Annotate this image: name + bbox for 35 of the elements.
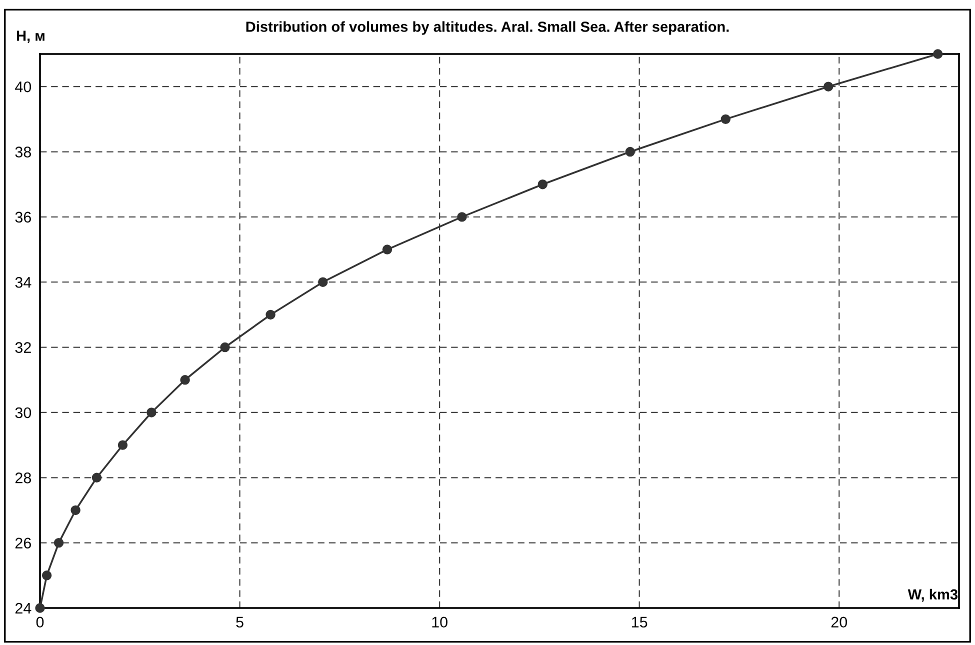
y-tick-label: 30 <box>15 407 32 418</box>
point <box>92 472 102 483</box>
y-tick-label: 38 <box>15 146 32 158</box>
x-tick-label: 10 <box>432 616 448 628</box>
y-tick-label: 28 <box>15 472 32 484</box>
point <box>42 570 52 580</box>
point <box>54 538 64 548</box>
point <box>625 146 636 157</box>
y-tick-label: 34 <box>15 276 32 288</box>
point <box>720 114 731 124</box>
point <box>35 603 45 613</box>
point <box>266 310 276 320</box>
point <box>180 375 190 385</box>
point <box>538 179 548 190</box>
y-tick-label: 24 <box>15 602 32 614</box>
point <box>318 277 328 287</box>
y-tick-label: 26 <box>15 538 31 549</box>
point <box>457 212 467 222</box>
y-axis-title: H, м <box>16 30 44 44</box>
x-axis-title: W, km3 <box>908 588 958 602</box>
point <box>382 244 392 254</box>
y-tick-label: 32 <box>15 342 31 353</box>
point <box>146 408 156 418</box>
x-tick-label: 20 <box>831 616 848 628</box>
x-tick-label: 5 <box>236 616 244 628</box>
point <box>70 505 80 516</box>
y-tick-label: 40 <box>15 81 32 92</box>
chart-title: Distribution of volumes by altitudes. Aral. Small Sea. After separation. <box>246 21 729 35</box>
point <box>823 82 834 92</box>
y-tick-label: 36 <box>15 212 31 223</box>
x-tick-label: 0 <box>36 616 44 628</box>
point <box>932 49 943 59</box>
x-tick-label: 15 <box>632 616 648 628</box>
point <box>220 342 230 352</box>
point <box>118 440 128 450</box>
